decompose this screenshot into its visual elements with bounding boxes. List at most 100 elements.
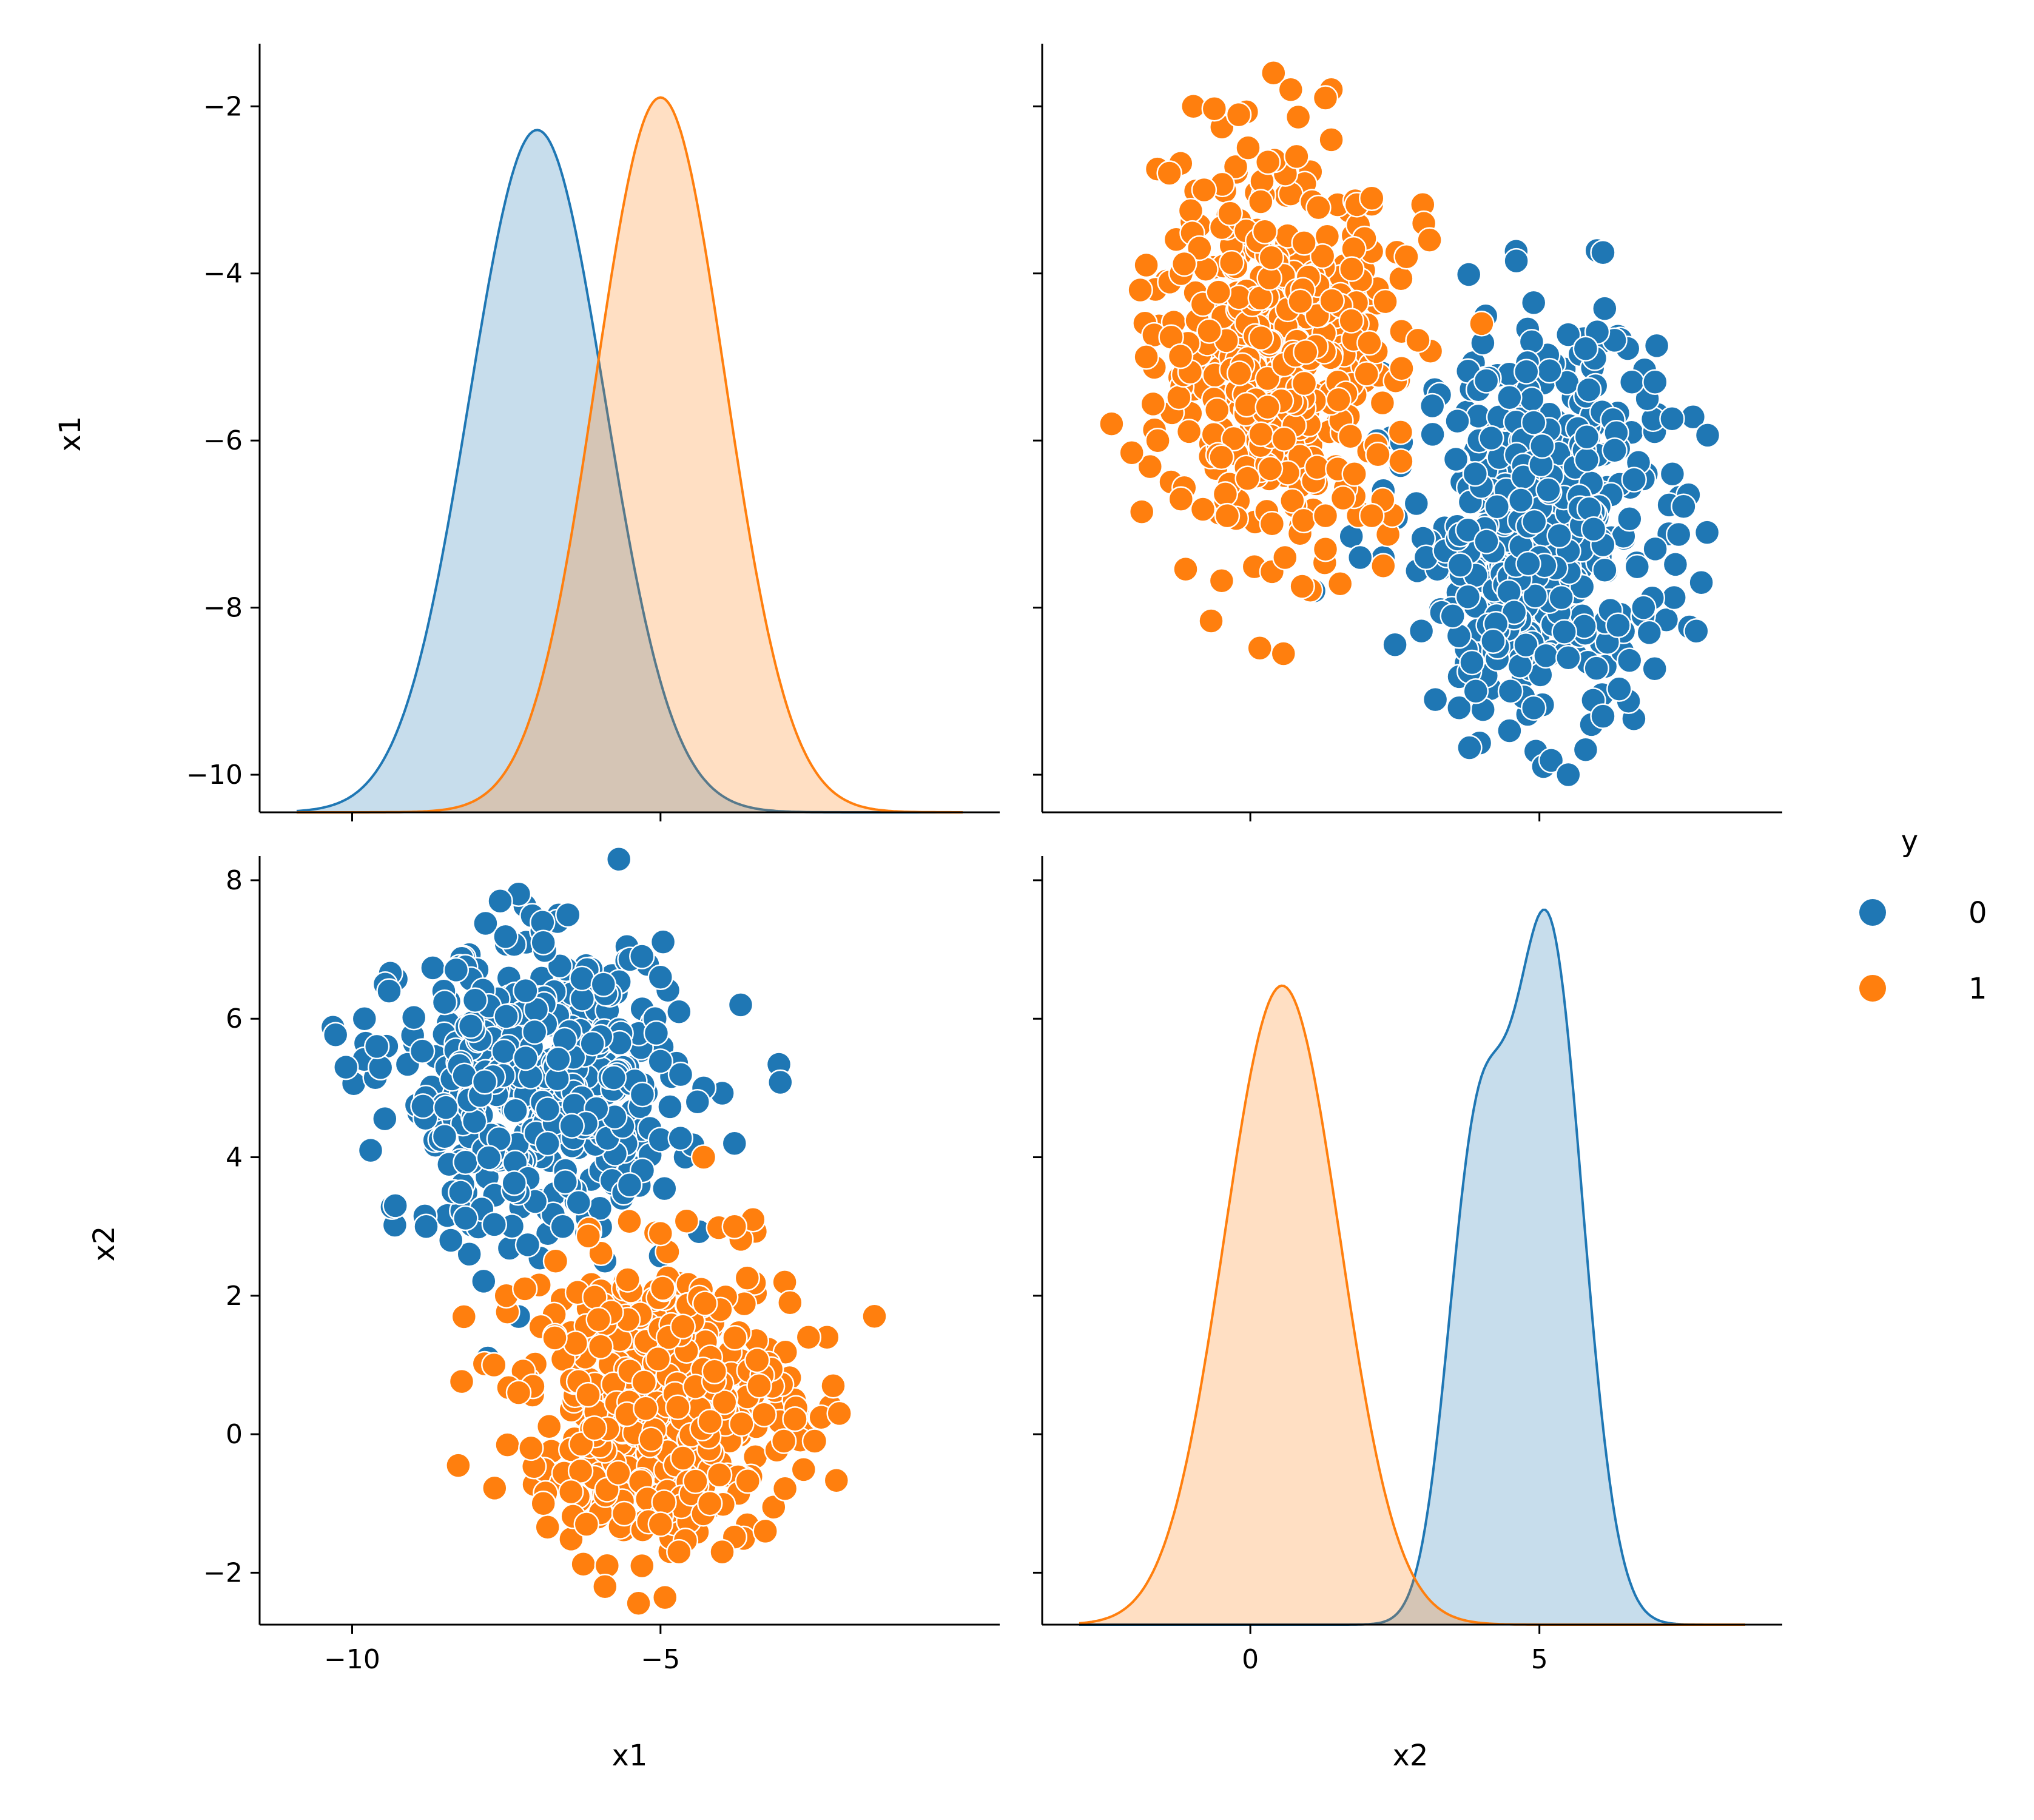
scatter-point-series-0 [1478,425,1504,451]
scatter-point-series-0 [1574,424,1600,450]
scatter-point-series-0 [1419,421,1446,448]
scatter-point-series-1 [711,1389,738,1415]
scatter-point-series-1 [1226,360,1253,386]
scatter-point-series-0 [559,1113,585,1139]
scatter-point-series-0 [767,1069,793,1096]
scatter-point-series-0 [1601,437,1628,463]
scatter-point-series-0 [376,978,402,1004]
scatter-point-series-0 [1497,385,1523,411]
scatter-point-series-0 [530,929,556,956]
scatter-point-series-0 [1555,644,1581,671]
kde-fill-series-1 [1079,985,1745,1625]
scatter-point-series-1 [1369,389,1396,416]
scatter-point-series-0 [667,1061,694,1088]
scatter-point-series-0 [565,1190,592,1216]
scatter-point-series-1 [1156,160,1182,186]
scatter-point-series-1 [751,1401,777,1427]
scatter-point-series-1 [1127,277,1153,303]
scatter-point-series-0 [552,1168,579,1195]
scatter-point-series-0 [1529,433,1555,459]
scatter-point-series-1 [1133,344,1159,370]
scatter-point-series-1 [1235,135,1261,161]
scatter-point-series-0 [457,1013,484,1039]
scatter-point-series-0 [471,1268,497,1295]
scatter-point-series-1 [1356,329,1382,356]
scatter-point-series-0 [1501,599,1527,625]
scatter-point-series-0 [1606,676,1632,702]
scatter-point-series-1 [445,1452,471,1478]
scatter-point-series-1 [861,1303,887,1330]
legend-marker-1 [1859,975,1886,1002]
scatter-point-series-1 [647,1511,674,1537]
scatter-point-series-1 [650,1275,676,1301]
scatter-point-series-0 [400,1004,427,1031]
scatter-point-series-1 [823,1468,850,1494]
scatter-point-series-0 [652,1175,678,1202]
scatter-point-series-1 [1370,553,1396,579]
scatter-point-series-1 [573,1511,600,1537]
scatter-point-series-0 [1683,618,1709,644]
scatter-point-series-0 [367,1054,394,1081]
scatter-point-series-1 [729,1410,755,1437]
scatter-point-series-0 [420,955,446,981]
scatter-point-series-1 [722,1325,748,1351]
scatter-point-series-0 [382,1193,408,1219]
scatter-point-series-1 [1312,85,1339,111]
scatter-point-series-0 [1538,747,1564,774]
scatter-point-series-1 [1287,288,1313,315]
legend-title: y [1901,824,1918,858]
scatter-point-series-0 [501,1170,527,1196]
scatter-point-series-1 [1198,608,1224,634]
scatter-point-series-0 [521,1019,548,1045]
scatter-point-series-1 [1201,95,1228,122]
scatter-point-series-1 [605,1460,631,1486]
scatter-point-series-1 [1388,448,1414,474]
scatter-point-series-0 [1522,583,1548,609]
scatter-point-series-1 [1099,411,1125,437]
scatter-point-series-1 [701,1358,728,1385]
scatter-point-series-0 [1403,490,1430,517]
scatter-point-series-0 [545,1046,571,1073]
scatter-point-series-1 [673,1208,700,1235]
scatter-point-series-1 [1271,426,1298,452]
scatter-point-series-0 [1671,493,1697,519]
scatter-point-series-0 [1642,536,1668,562]
scatter-point-series-1 [1251,218,1278,244]
y-tick-label: −2 [203,1557,243,1588]
scatter-point-series-0 [1548,584,1574,611]
scatter-point-series-0 [1583,655,1609,681]
scatter-point-series-0 [601,1065,627,1091]
scatter-point-series-0 [322,1022,349,1048]
scatter-point-series-1 [587,1333,614,1360]
scatter-point-series-0 [1694,422,1721,448]
scatter-point-series-1 [820,1372,846,1399]
scatter-point-series-1 [735,1468,761,1494]
scatter-point-series-1 [481,1352,507,1378]
scatter-point-series-1 [1171,251,1197,277]
legend-marker-0 [1859,899,1886,926]
scatter-point-series-1 [1259,511,1285,537]
scatter-point-series-1 [1222,153,1249,180]
kde-fill-series-0 [1079,909,1745,1625]
scatter-point-series-0 [410,1093,436,1119]
scatter-point-series-0 [1459,649,1485,676]
scatter-point-series-0 [1574,447,1600,473]
scatter-point-series-1 [1168,486,1194,512]
scatter-point-series-0 [1688,570,1714,596]
scatter-point-series-0 [1661,584,1687,611]
y-tick-label: −6 [203,425,243,456]
scatter-point-series-0 [1408,618,1435,644]
scatter-point-series-0 [1444,408,1470,434]
scatter-point-series-0 [1572,736,1599,763]
scatter-point-series-1 [1330,485,1356,511]
scatter-point-series-0 [1659,460,1686,487]
scatter-point-series-1 [1187,235,1213,261]
scatter-point-series-1 [1284,143,1310,170]
scatter-point-series-0 [1642,369,1668,396]
scatter-point-series-0 [547,952,573,979]
scatter-point-series-0 [443,957,470,983]
scatter-point-series-1 [530,1490,556,1517]
plot-area [1079,908,1745,1626]
scatter-point-series-0 [1621,467,1647,493]
